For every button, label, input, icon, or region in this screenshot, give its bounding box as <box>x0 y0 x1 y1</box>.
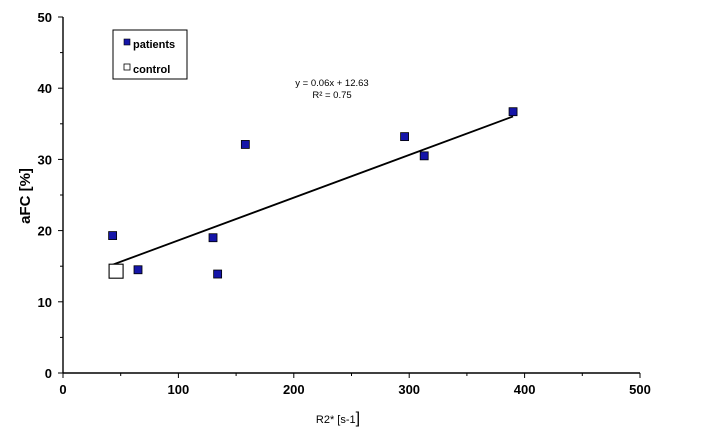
axes-group: 0 100 200 300 400 500 0 10 20 30 40 50 <box>38 10 651 397</box>
y-tick-label: 0 <box>45 366 52 381</box>
y-tick-label: 10 <box>38 295 52 310</box>
x-tick-label: 300 <box>398 382 420 397</box>
patient-point <box>133 265 143 275</box>
legend-box <box>112 29 188 80</box>
patient-point <box>419 151 429 161</box>
points-group <box>108 107 518 279</box>
x-tick-label: 100 <box>168 382 190 397</box>
patient-point <box>508 107 518 117</box>
y-tick-label: 40 <box>38 81 52 96</box>
y-tick-label: 30 <box>38 152 52 167</box>
patient-point <box>213 269 223 279</box>
trendline-group <box>112 115 514 266</box>
patient-point <box>400 132 409 142</box>
y-axis-title: aFC [%] <box>17 168 34 224</box>
trendline <box>112 115 514 266</box>
x-tick-label: 0 <box>59 382 66 397</box>
trendline-r-squared: R² = 0.75 <box>312 90 351 101</box>
legend-patients-marker <box>123 38 131 46</box>
legend-control-label: control <box>133 64 170 76</box>
x-axis-title: R2* [s-1] <box>316 410 360 427</box>
y-tick-label: 20 <box>38 224 52 239</box>
x-tick-label: 400 <box>514 382 536 397</box>
legend-patients-label: patients <box>133 39 175 51</box>
patient-point <box>208 233 218 243</box>
y-tick-label: 50 <box>38 10 52 25</box>
patient-point <box>108 231 118 240</box>
control-point <box>108 263 124 279</box>
trendline-equation: y = 0.06x + 12.63 <box>295 78 368 89</box>
legend: patients control <box>112 29 188 80</box>
x-axis-title-bracket: ] <box>356 410 360 427</box>
x-tick-label: 500 <box>629 382 651 397</box>
patient-point <box>240 140 250 149</box>
x-tick-label: 200 <box>283 382 305 397</box>
x-axis-title-main: R2* [s-1 <box>316 414 356 426</box>
legend-control-marker <box>123 63 131 71</box>
